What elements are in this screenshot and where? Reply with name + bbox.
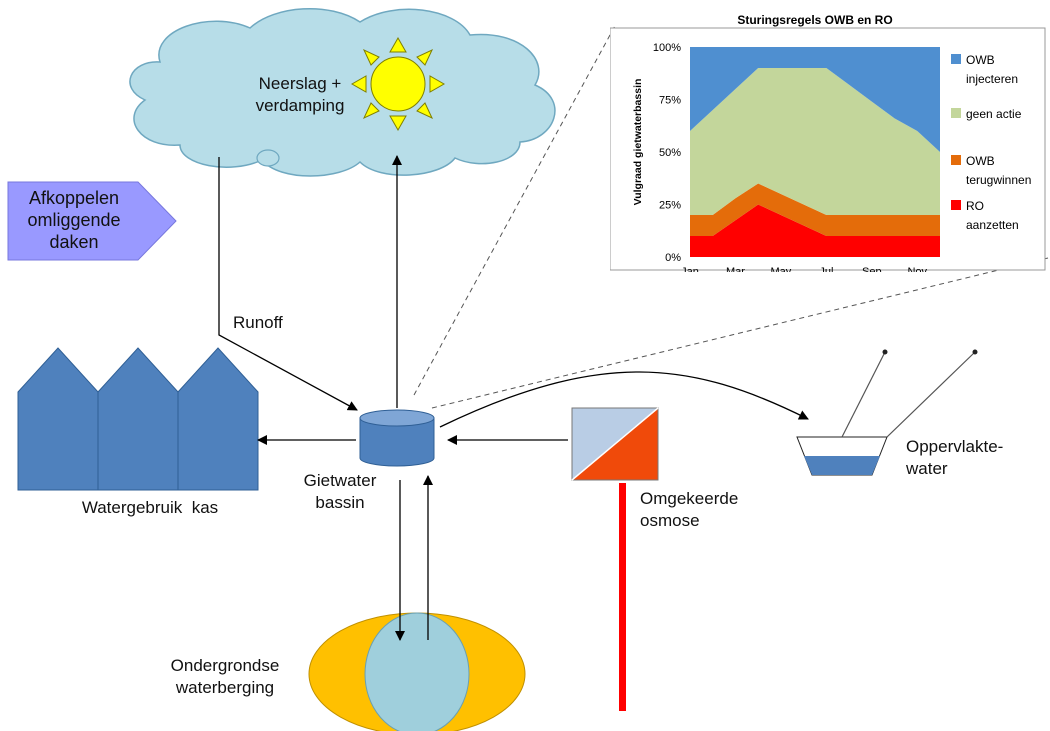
bassin-shape bbox=[359, 409, 435, 467]
underground-label: Ondergrondse waterberging bbox=[170, 656, 280, 697]
legend-label: OWB terugwinnen bbox=[966, 154, 1031, 187]
cloud-label: Neerslag + verdamping bbox=[255, 74, 345, 115]
greenhouse-label: Watergebruik kas bbox=[81, 498, 219, 517]
y-tick-label: 100% bbox=[653, 42, 681, 54]
afkoppelen-arrow-shape bbox=[7, 181, 177, 261]
area-series-3 bbox=[690, 47, 940, 152]
bassin-label: Gietwater bassin bbox=[303, 471, 377, 512]
y-tick-label: 75% bbox=[659, 95, 681, 107]
greenhouse-shape bbox=[17, 347, 259, 491]
y-tick-label: 50% bbox=[659, 147, 681, 159]
underground-storage-shape bbox=[308, 612, 526, 731]
area-series-2 bbox=[690, 68, 940, 215]
chart-svg: Sturingsregels OWB en RO Vulgraad gietwa… bbox=[610, 13, 1046, 272]
callout-lines bbox=[413, 23, 1049, 409]
legend-swatch bbox=[951, 108, 961, 118]
surface-water-shape bbox=[796, 349, 978, 476]
legend-swatch bbox=[951, 155, 961, 165]
control-rules-chart: Sturingsregels OWB en RO Vulgraad gietwa… bbox=[610, 10, 1046, 272]
runoff-label: Runoff bbox=[233, 313, 283, 332]
reverse-osmosis-shape bbox=[571, 407, 659, 711]
afkoppelen-label: Afkoppelen omliggende daken bbox=[27, 188, 121, 252]
y-tick-label: 0% bbox=[665, 252, 681, 264]
cloud-shape bbox=[129, 8, 556, 177]
chart-y-axis-label: Vulgraad gietwaterbassin bbox=[632, 79, 644, 206]
sun-icon bbox=[350, 36, 446, 132]
x-tick-label: Jan bbox=[681, 266, 699, 272]
legend-swatch bbox=[951, 54, 961, 64]
legend-swatch bbox=[951, 200, 961, 210]
legend-label: OWB injecteren bbox=[966, 53, 1018, 86]
legend-label: RO aanzetten bbox=[966, 199, 1019, 232]
chart-title: Sturingsregels OWB en RO bbox=[737, 13, 892, 27]
x-tick-label: Mar bbox=[726, 266, 745, 272]
osmose-label: Omgekeerde osmose bbox=[640, 489, 739, 530]
x-tick-label: Sep bbox=[862, 266, 882, 272]
x-tick-label: Jul bbox=[819, 266, 833, 272]
y-tick-label: 25% bbox=[659, 200, 681, 212]
legend-label: geen actie bbox=[966, 107, 1022, 121]
flow-arrows bbox=[218, 155, 809, 641]
x-tick-label: Nov bbox=[907, 266, 927, 272]
x-tick-label: May bbox=[771, 266, 792, 272]
surface-water-label: Oppervlakte- water bbox=[906, 437, 1004, 478]
